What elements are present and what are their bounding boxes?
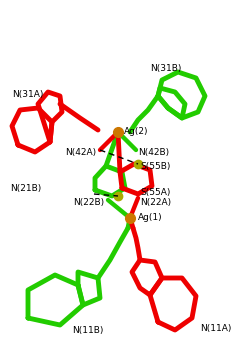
Text: N(42B): N(42B) [138,147,169,157]
Text: Ag(2): Ag(2) [124,127,148,137]
Text: N(21B): N(21B) [10,184,41,192]
Text: S(55A): S(55A) [140,187,170,197]
Text: S(55B): S(55B) [140,161,170,171]
Text: N(22A): N(22A) [140,198,171,206]
Text: N(22B): N(22B) [73,198,104,206]
Text: Ag(1): Ag(1) [138,213,163,223]
Text: N(31A): N(31A) [12,91,43,99]
Text: N(11A): N(11A) [200,324,231,332]
Text: N(31B): N(31B) [150,64,181,73]
Text: N(11B): N(11B) [72,326,104,335]
Text: N(42A): N(42A) [65,147,96,157]
